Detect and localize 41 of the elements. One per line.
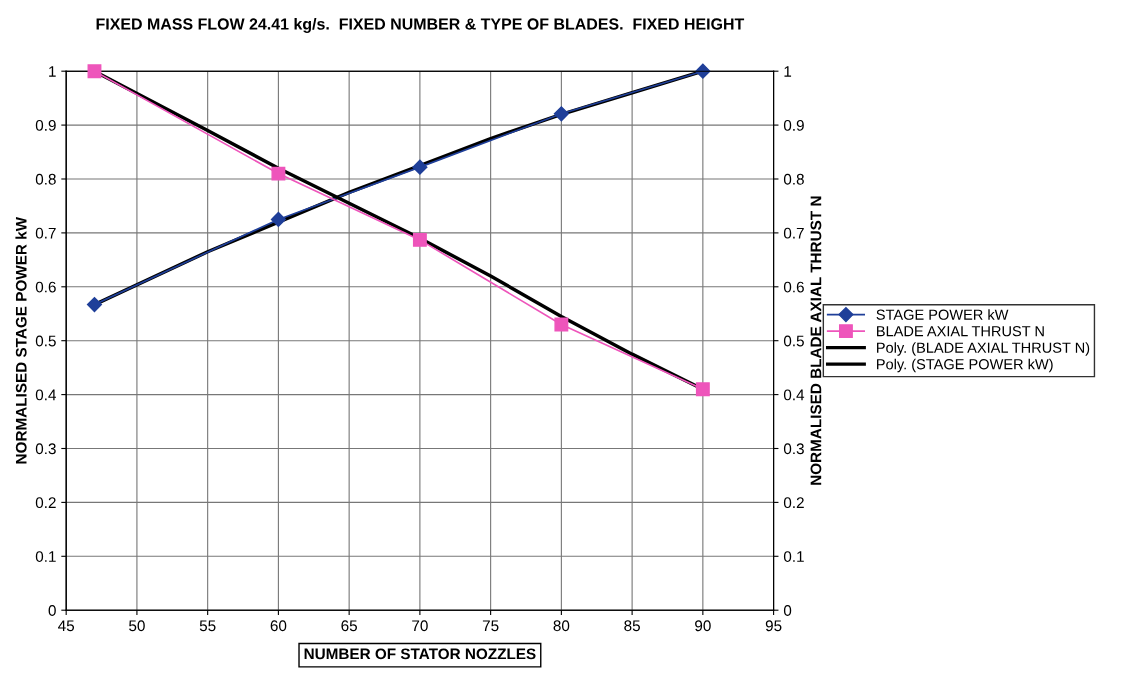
y-axis-title: NORMALISED STAGE POWER kW (15, 216, 27, 464)
legend-label: BLADE AXIAL THRUST N (877, 326, 1044, 337)
x-tick-label: 90 (695, 620, 711, 632)
y-tick-label: 0.2 (35, 497, 56, 509)
y2-tick-label: 0.3 (783, 443, 804, 455)
x-tick-label: 45 (58, 620, 75, 632)
x-tick-label: 85 (624, 620, 640, 632)
chart-title: FIXED MASS FLOW 24.41 kg/s. FIXED NUMBER & TYPE OF BLADES. FIXED HEIGHT (96, 17, 745, 33)
y2-tick-label: 0.9 (783, 119, 804, 131)
legend-label: STAGE POWER kW (876, 309, 1009, 320)
x-tick-label: 65 (341, 620, 357, 632)
x-tick-label: 80 (553, 620, 570, 632)
y2-tick-label: 1 (784, 66, 792, 77)
y-tick-label: 0.6 (35, 281, 56, 293)
x-axis-title: NUMBER OF STATOR NOZZLES (304, 648, 536, 660)
y-tick-label: 1 (49, 66, 56, 77)
x-tick-label: 55 (199, 620, 216, 632)
y2-tick-label: 0.8 (783, 173, 804, 185)
y-tick-label: 0.5 (35, 335, 56, 347)
y-tick-label: 0.3 (35, 443, 56, 455)
x-tick-label: 60 (270, 620, 287, 632)
y-tick-label: 0.9 (35, 119, 56, 131)
y2-tick-label: 0.7 (783, 227, 804, 239)
legend-label: Poly. (BLADE AXIAL THRUST N) (877, 342, 1090, 356)
x-tick-label: 70 (412, 620, 428, 632)
y2-tick-label: 0.1 (783, 551, 804, 562)
y-tick-label: 0.7 (35, 227, 56, 239)
x-tick-label: 75 (482, 620, 499, 632)
y2-tick-label: 0.4 (783, 389, 805, 401)
y2-tick-label: 0 (783, 605, 792, 616)
y-tick-label: 0.4 (35, 389, 57, 401)
y-tick-label: 0.8 (35, 173, 56, 185)
x-tick-label: 50 (129, 620, 145, 632)
y2-tick-label: 0.2 (783, 497, 804, 509)
y2-tick-label: 0.5 (783, 335, 804, 347)
x-tick-label: 95 (765, 620, 782, 632)
y-tick-label: 0.1 (35, 551, 56, 562)
y2-axis-title: NORMALISED BLADE AXIAL THRUST N (810, 196, 822, 485)
legend-label: Poly. (STAGE POWER kW) (877, 358, 1053, 373)
y2-tick-label: 0.6 (783, 281, 804, 293)
y-tick-label: 0 (48, 605, 56, 616)
